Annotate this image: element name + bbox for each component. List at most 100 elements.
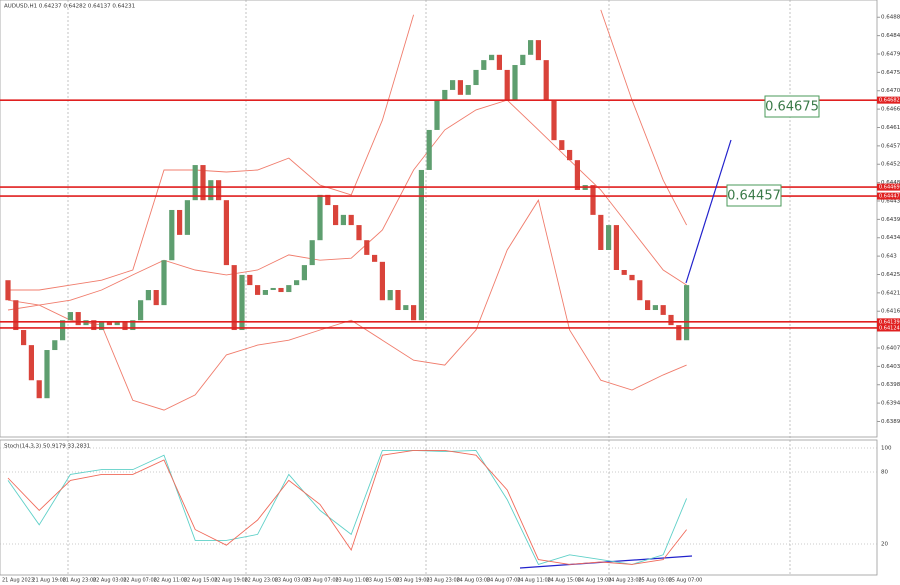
x-tick-label: 22 Aug 03:00 [93,578,127,584]
candle-body [169,209,175,261]
y-tick-label: 80 [881,470,888,476]
candle-body [520,54,526,66]
candle-body [543,60,549,101]
candle-body [317,194,323,241]
candle-body [442,89,448,101]
y-tick-label: 0.64885 [881,15,900,21]
candle-body [5,280,11,301]
candle-body [286,285,292,293]
candle-body [528,40,534,55]
candle-body [145,290,151,301]
x-tick-label: 23 Aug 23:00 [426,578,460,584]
candle-body [153,290,159,306]
candle-body [395,290,401,311]
candle-body [465,85,471,95]
indicator-line [7,199,687,411]
y-tick-label: 0.643 [881,254,897,260]
candle-body [122,321,128,331]
candle-body [44,350,50,399]
annotation-box [726,184,782,207]
candle-body [239,274,245,331]
x-tick-label: 23 Aug 19:00 [396,578,430,584]
level-tag [877,318,900,326]
candle-body [270,287,276,291]
indicator-line [7,449,687,565]
x-tick-label: 24 Aug 15:00 [547,578,581,584]
x-tick-label: 25 Aug 03:00 [638,578,672,584]
candle-body [559,140,565,150]
candle-body [177,209,183,235]
y-tick-label: 0.64795 [881,51,900,57]
candle-body [301,265,307,281]
candle-body [567,149,573,161]
x-tick-label: 21 Aug 23:00 [63,578,97,584]
x-tick-label: 24 Aug 23:00 [608,578,642,584]
candle-body [294,280,300,286]
level-tag [877,183,900,191]
y-tick-label: 0.6421 [881,290,900,296]
candle-body [551,100,557,141]
x-tick-label: 24 Aug 07:00 [487,578,521,584]
candle-body [629,274,635,281]
y-tick-label: 0.6448 [881,180,900,186]
candle-body [223,200,229,266]
annotation-box [764,95,820,118]
y-tick-label: 0.6484 [881,33,900,39]
candle-body [512,65,518,101]
annotation: 0.64675 [765,100,819,115]
candle-body [535,40,541,61]
candle-body [28,345,34,381]
candle-body [138,300,144,321]
candle-body [684,285,690,341]
candle-body [574,160,580,190]
candle-body [130,320,136,331]
candle-body [231,265,237,331]
candle-body [372,254,378,262]
candle-body [403,305,409,311]
level-tag [877,192,900,200]
y-tick-label: 0.6475 [881,70,900,76]
candle-body [262,290,268,295]
indicator-line [7,449,688,565]
y-tick-label: 0.64525 [881,162,900,168]
y-tick-label: 0.63895 [881,419,900,425]
candle-body [496,54,502,70]
candle-body [255,285,261,295]
x-tick-label: 24 Aug 03:00 [457,578,491,584]
y-tick-label: 0.6466 [881,107,900,113]
x-tick-label: 24 Aug 11:00 [517,578,551,584]
indicator-line [7,99,687,306]
candle-body [364,240,370,255]
candle-body [637,280,643,301]
annotation: 0.64457 [727,189,781,204]
stoch-title: Stoch(14,3,3) 50.9179 33.2831 [4,444,90,450]
candle-body [309,240,315,266]
level-tag [877,324,900,332]
x-tick-label: 23 Aug 11:00 [335,578,369,584]
candle-body [356,225,362,241]
candle-body [247,274,253,286]
candle-body [83,320,89,326]
x-tick-label: 22 Aug 19:00 [214,578,248,584]
y-tick-label: 0.6403 [881,364,900,370]
candle-body [325,194,331,206]
candle-body [340,214,346,226]
candle-body [348,214,354,226]
y-tick-label: 0.64435 [881,198,900,204]
price-panel [0,9,877,411]
candle-body [489,54,495,61]
x-tick-label: 22 Aug 15:00 [184,578,218,584]
candle-body [379,261,385,301]
candle-body [645,300,651,311]
x-tick-label: 23 Aug 15:00 [366,578,400,584]
candle-body [114,321,120,326]
candle-body [60,320,66,341]
y-tick-label: 0.64615 [881,125,900,131]
level-label: 0.64139 [879,319,900,325]
y-tick-label: 20 [881,542,888,548]
candle-body [504,69,510,101]
chart-title: AUDUSD,H1 0.64237 0.64282 0.64137 0.6423… [4,4,135,10]
projection-line [685,139,732,284]
candle-body [99,321,105,331]
